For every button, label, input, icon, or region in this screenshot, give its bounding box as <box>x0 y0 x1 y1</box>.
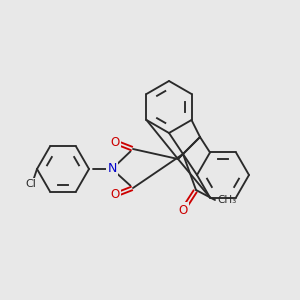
Text: O: O <box>178 203 188 217</box>
Text: O: O <box>110 188 120 202</box>
Text: CH₃: CH₃ <box>217 195 236 205</box>
Text: O: O <box>110 136 120 148</box>
Text: N: N <box>107 163 117 176</box>
Text: Cl: Cl <box>26 179 36 189</box>
